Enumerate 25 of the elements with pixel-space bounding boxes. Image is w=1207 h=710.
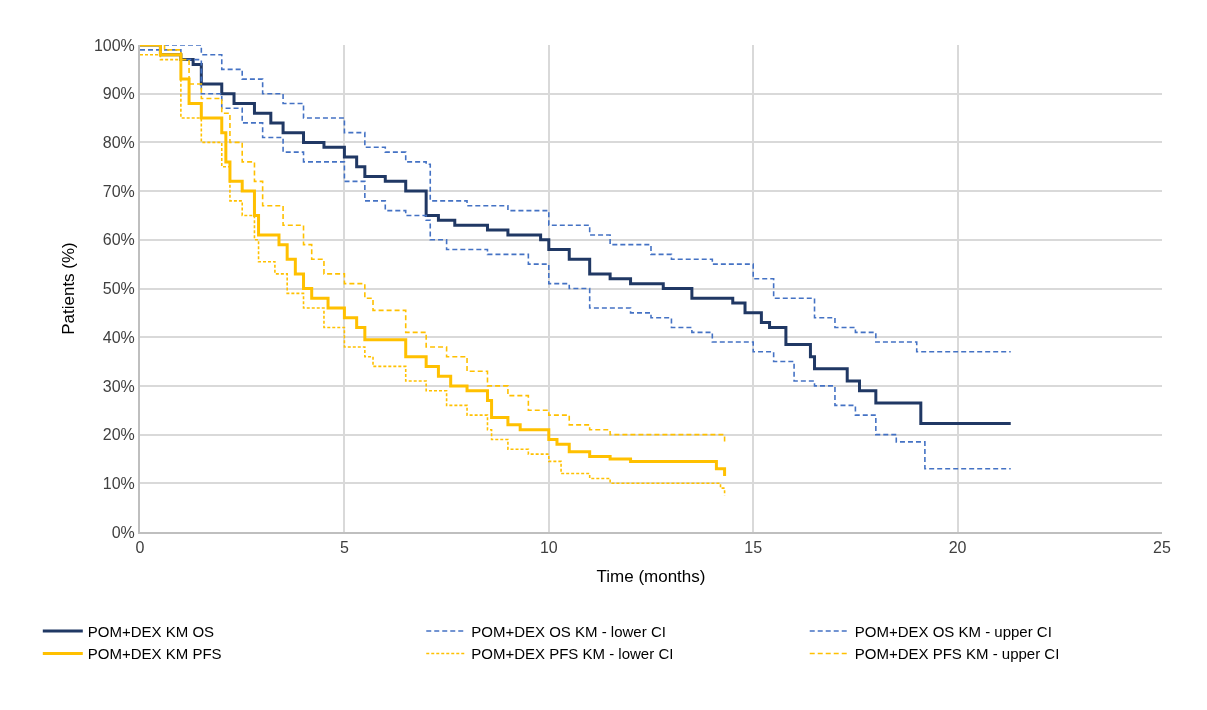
legend-label: POM+DEX PFS KM - lower CI [471, 645, 674, 663]
y-tick-label: 30% [102, 377, 135, 395]
x-tick-label: 20 [948, 539, 967, 557]
y-tick-label: 50% [102, 280, 135, 298]
x-tick-label: 10 [539, 539, 558, 557]
x-tick-label: 5 [339, 539, 349, 557]
x-axis-title: Time (months) [596, 567, 706, 587]
x-tick-label: 15 [744, 539, 763, 557]
y-tick-label: 90% [102, 85, 135, 103]
legend-label: POM+DEX KM PFS [87, 645, 222, 663]
legend-label: POM+DEX KM OS [87, 622, 215, 640]
y-axis-title: Patients (%) [58, 242, 78, 335]
legend-label: POM+DEX PFS KM - upper CI [854, 645, 1060, 663]
x-tick-label: 0 [135, 539, 145, 557]
legend-label: POM+DEX OS KM - upper CI [854, 622, 1052, 640]
y-tick-label: 10% [102, 474, 135, 492]
y-tick-label: 80% [102, 134, 135, 151]
y-tick-label: 70% [102, 182, 135, 200]
y-tick-label: 20% [102, 426, 135, 444]
y-tick-label: 0% [111, 523, 135, 541]
y-tick-label: 60% [102, 231, 135, 249]
y-tick-label: 40% [102, 328, 135, 346]
y-tick-label: 100% [93, 36, 135, 54]
x-tick-label: 25 [1153, 539, 1171, 557]
legend-label: POM+DEX OS KM - lower CI [471, 622, 666, 640]
